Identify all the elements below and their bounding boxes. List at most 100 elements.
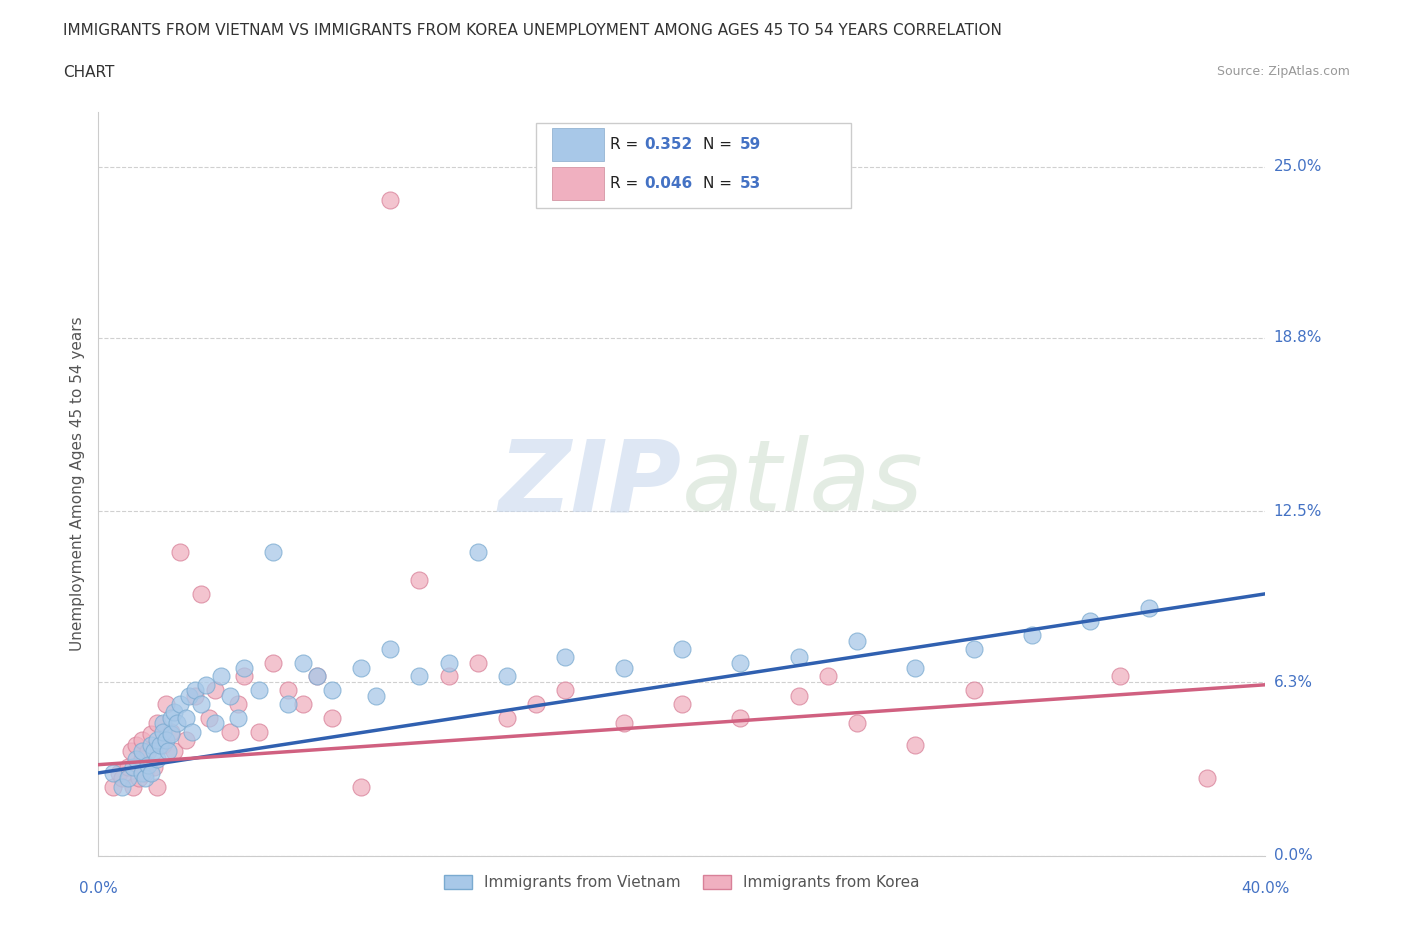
Point: [134, 771, 156, 786]
Point: [247, 683, 270, 698]
Point: [190, 587, 212, 602]
Point: [108, 765, 131, 780]
Point: [307, 669, 329, 684]
Text: 40.0%: 40.0%: [1241, 881, 1289, 896]
Point: [730, 711, 752, 725]
Text: R =: R =: [610, 177, 643, 192]
Point: [846, 716, 869, 731]
Point: [174, 733, 197, 748]
Point: [131, 751, 153, 766]
Point: [350, 779, 373, 794]
Point: [277, 683, 299, 698]
Point: [128, 771, 150, 786]
Point: [364, 688, 387, 703]
Point: [155, 733, 177, 748]
Point: [1195, 771, 1218, 786]
Point: [174, 711, 197, 725]
Point: [408, 573, 430, 588]
Point: [817, 669, 839, 684]
Point: [190, 697, 212, 711]
Point: [496, 711, 519, 725]
Point: [204, 716, 226, 731]
Point: [962, 642, 984, 657]
Y-axis label: Unemployment Among Ages 45 to 54 years: Unemployment Among Ages 45 to 54 years: [69, 316, 84, 651]
Point: [152, 737, 174, 752]
Point: [321, 711, 343, 725]
Point: [277, 697, 299, 711]
Point: [247, 724, 270, 739]
Point: [177, 688, 200, 703]
Text: CHART: CHART: [63, 65, 115, 80]
Point: [157, 743, 180, 758]
Point: [149, 737, 172, 752]
Text: ZIP: ZIP: [499, 435, 682, 532]
Point: [962, 683, 984, 698]
Legend: Immigrants from Vietnam, Immigrants from Korea: Immigrants from Vietnam, Immigrants from…: [439, 869, 925, 897]
Text: 25.0%: 25.0%: [1274, 159, 1322, 174]
Point: [554, 683, 576, 698]
Point: [1137, 600, 1160, 615]
Point: [262, 656, 284, 671]
Point: [146, 779, 169, 794]
Point: [101, 765, 124, 780]
Point: [437, 669, 460, 684]
Point: [183, 683, 205, 698]
Point: [1080, 614, 1102, 629]
Text: 0.0%: 0.0%: [1274, 848, 1312, 863]
Point: [131, 743, 153, 758]
Point: [163, 705, 186, 720]
Point: [134, 765, 156, 780]
Point: [380, 193, 402, 207]
Point: [904, 661, 927, 676]
Point: [136, 757, 159, 772]
Text: N =: N =: [703, 138, 737, 153]
Point: [228, 697, 250, 711]
Point: [160, 727, 183, 742]
Point: [120, 743, 142, 758]
Point: [612, 716, 634, 731]
Text: Source: ZipAtlas.com: Source: ZipAtlas.com: [1216, 65, 1350, 78]
Point: [146, 716, 169, 731]
Point: [1021, 628, 1043, 643]
Point: [195, 677, 218, 692]
Point: [291, 656, 314, 671]
Point: [671, 697, 693, 711]
Point: [122, 760, 145, 775]
Point: [111, 779, 134, 794]
Point: [671, 642, 693, 657]
Point: [152, 724, 174, 739]
Point: [152, 716, 174, 731]
Point: [160, 724, 183, 739]
Point: [160, 711, 183, 725]
Point: [169, 545, 191, 560]
Point: [155, 697, 177, 711]
Text: 18.8%: 18.8%: [1274, 330, 1322, 345]
Text: 0.0%: 0.0%: [79, 881, 118, 896]
Point: [169, 697, 191, 711]
Point: [111, 771, 134, 786]
Text: 59: 59: [741, 138, 762, 153]
Point: [496, 669, 519, 684]
Point: [101, 779, 124, 794]
Point: [183, 688, 205, 703]
Point: [131, 733, 153, 748]
Point: [146, 733, 169, 748]
Point: [262, 545, 284, 560]
Point: [307, 669, 329, 684]
Text: 12.5%: 12.5%: [1274, 504, 1322, 519]
Text: R =: R =: [610, 138, 643, 153]
Point: [117, 771, 139, 786]
Point: [163, 743, 186, 758]
Point: [612, 661, 634, 676]
FancyBboxPatch shape: [553, 128, 603, 161]
Text: 0.046: 0.046: [644, 177, 693, 192]
Point: [233, 669, 256, 684]
Point: [125, 737, 148, 752]
Point: [131, 765, 153, 780]
FancyBboxPatch shape: [536, 123, 851, 208]
Point: [730, 656, 752, 671]
Point: [437, 656, 460, 671]
Text: 0.352: 0.352: [644, 138, 693, 153]
Point: [380, 642, 402, 657]
Point: [350, 661, 373, 676]
